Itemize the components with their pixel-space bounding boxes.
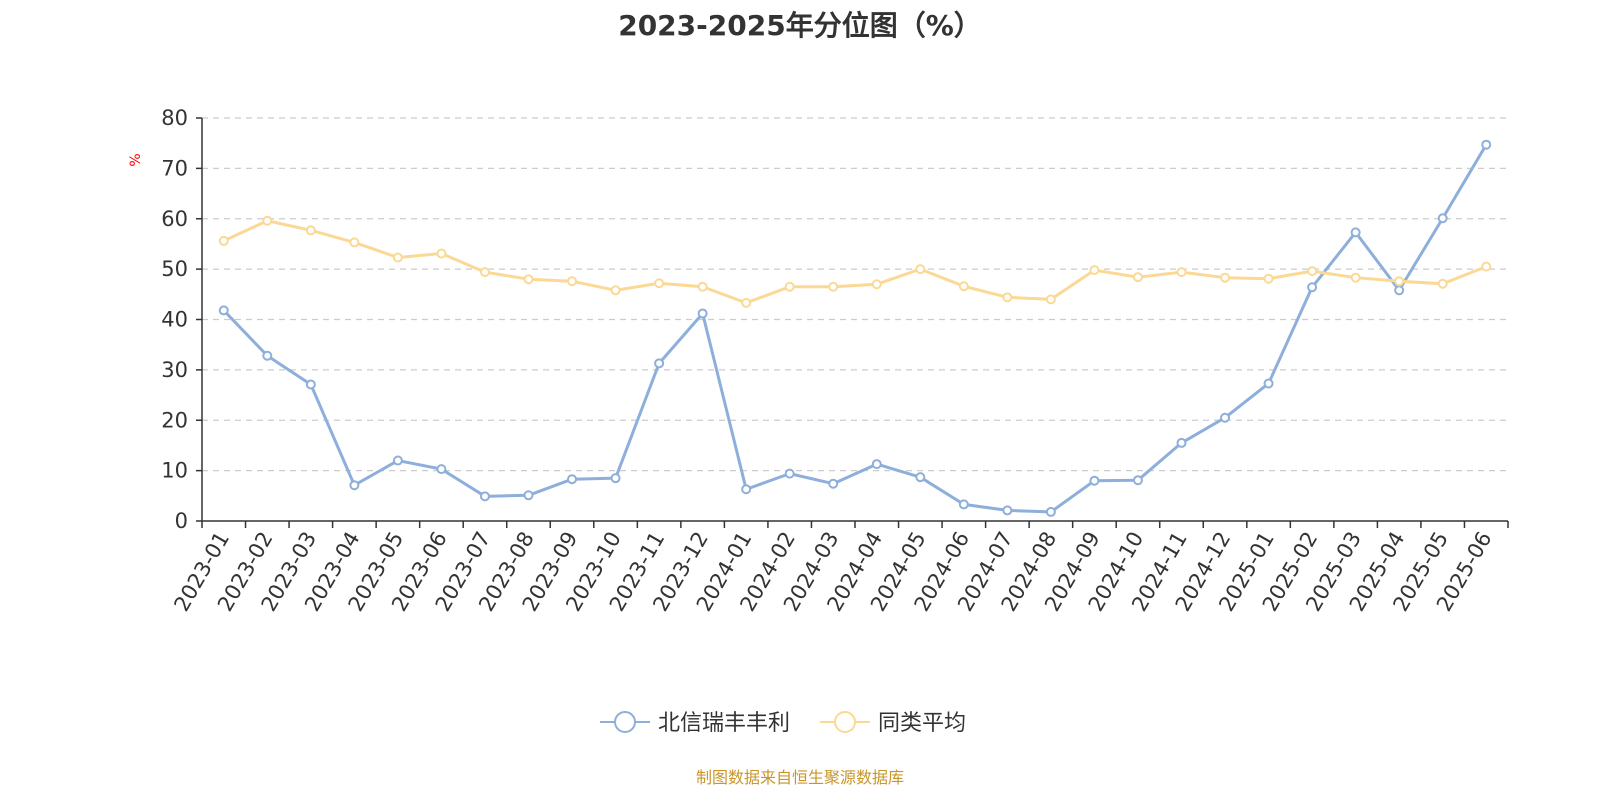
data-point[interactable] [741,297,752,308]
data-point[interactable] [1089,475,1100,486]
data-point[interactable] [1002,505,1013,516]
data-point[interactable] [1437,278,1448,289]
data-point[interactable] [741,484,752,495]
y-tick-label: 0 [175,509,188,533]
y-tick-label: 70 [161,156,188,180]
axes: 010203040506070802023-012023-022023-0320… [161,106,1509,615]
data-point[interactable] [784,468,795,479]
legend-item-2[interactable]: 同类平均 [820,711,966,736]
data-point[interactable] [654,278,665,289]
data-point[interactable] [1045,506,1056,517]
data-point[interactable] [218,305,229,316]
y-tick-label: 50 [161,257,188,281]
y-tick-label: 40 [161,308,188,332]
data-point[interactable] [784,281,795,292]
data-point[interactable] [1263,273,1274,284]
y-tick-label: 10 [161,459,188,483]
data-point[interactable] [305,225,316,236]
series-line [223,219,1487,305]
data-point[interactable] [1481,261,1492,272]
data-point[interactable] [479,267,490,278]
data-point[interactable] [697,308,708,319]
series-line [222,143,1488,514]
series-lines [218,139,1492,517]
data-point[interactable] [610,285,621,296]
data-point[interactable] [479,491,490,502]
data-point[interactable] [1307,266,1318,277]
legend-label: 北信瑞丰丰利 [658,711,790,736]
data-point[interactable] [697,281,708,292]
data-point[interactable] [436,464,447,475]
data-point[interactable] [1002,292,1013,303]
legend-label: 同类平均 [878,711,966,736]
data-point[interactable] [1481,139,1492,150]
data-point[interactable] [1220,412,1231,423]
legend-item-1[interactable]: 北信瑞丰丰利 [600,711,790,736]
data-point[interactable] [958,499,969,510]
data-point[interactable] [1350,227,1361,238]
data-point[interactable] [1394,276,1405,287]
data-point[interactable] [610,473,621,484]
data-point[interactable] [1176,267,1187,278]
series-1 [218,139,1492,517]
y-tick-label: 30 [161,358,188,382]
y-tick-label: 60 [161,207,188,231]
data-point[interactable] [1307,282,1318,293]
data-point[interactable] [1394,285,1405,296]
data-point[interactable] [262,215,273,226]
data-point[interactable] [1045,294,1056,305]
data-source-note: 制图数据来自恒生聚源数据库 [695,768,904,787]
y-tick-label: 80 [161,106,188,130]
legend-marker [834,711,856,733]
data-point[interactable] [1089,265,1100,276]
data-point[interactable] [828,478,839,489]
data-point[interactable] [349,480,360,491]
data-point[interactable] [392,455,403,466]
grid-lines [202,117,1508,472]
y-tick-label: 20 [161,408,188,432]
data-point[interactable] [262,350,273,361]
data-point[interactable] [1350,272,1361,283]
chart-title: 2023-2025年分位图（%） [618,9,982,42]
legend-marker [614,711,636,733]
data-point[interactable] [523,274,534,285]
data-point[interactable] [349,237,360,248]
data-point[interactable] [1132,272,1143,283]
data-point[interactable] [1176,437,1187,448]
data-point[interactable] [392,252,403,263]
data-point[interactable] [567,276,578,287]
data-point[interactable] [871,279,882,290]
series-2 [218,215,1492,308]
legend[interactable]: 北信瑞丰丰利 同类平均 [600,711,966,736]
y-axis-unit: % [128,153,144,166]
data-point[interactable] [305,379,316,390]
data-point[interactable] [828,281,839,292]
data-point[interactable] [523,490,534,501]
data-point[interactable] [915,472,926,483]
data-point[interactable] [1437,213,1448,224]
data-point[interactable] [436,248,447,259]
data-point[interactable] [567,474,578,485]
data-point[interactable] [1263,378,1274,389]
data-point[interactable] [1220,272,1231,283]
data-point[interactable] [871,459,882,470]
data-point[interactable] [218,235,229,246]
data-point[interactable] [958,281,969,292]
data-point[interactable] [654,358,665,369]
data-point[interactable] [1132,475,1143,486]
data-point[interactable] [915,264,926,275]
